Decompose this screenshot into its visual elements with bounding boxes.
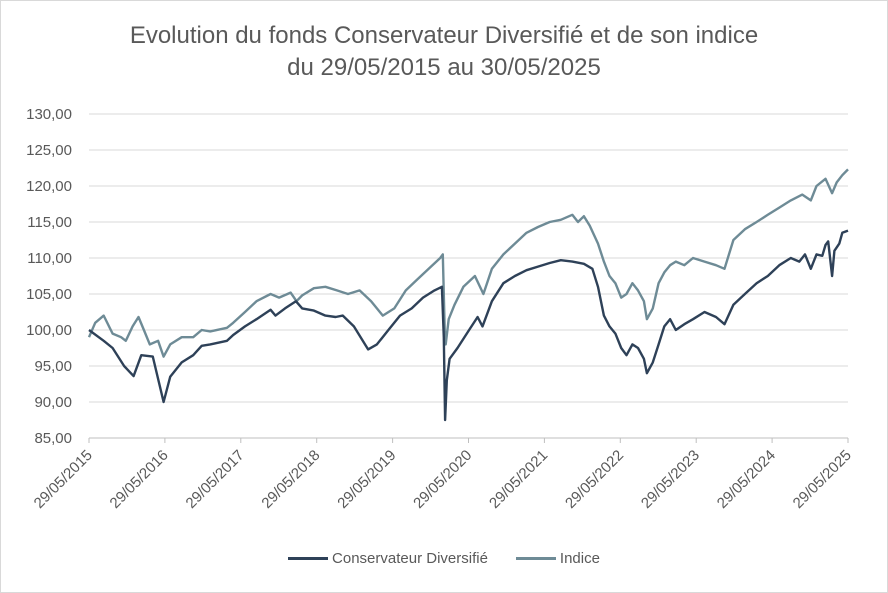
fund-series-line	[88, 229, 849, 422]
legend-item-index: Indice	[515, 550, 600, 567]
y-tick-label: 85,00	[34, 430, 72, 447]
y-tick-label: 105,00	[26, 286, 72, 303]
x-tick-label: 29/05/2019	[334, 447, 399, 512]
index-series-line	[87, 168, 849, 358]
x-tick-label: 29/05/2018	[258, 447, 323, 512]
x-tick-label: 29/05/2021	[486, 447, 551, 512]
legend-item-fund: Conservateur Diversifié	[288, 550, 488, 567]
chart-legend: Conservateur Diversifié Indice	[0, 550, 888, 567]
chart-title: Evolution du fonds Conservateur Diversif…	[0, 20, 888, 84]
chart-title-line-2: du 29/05/2015 au 30/05/2025	[287, 54, 601, 81]
x-tick-label: 29/05/2016	[107, 447, 172, 512]
y-tick-label: 115,00	[27, 214, 72, 231]
x-tick-label: 29/05/2017	[183, 447, 248, 512]
legend-label-index: Indice	[559, 550, 600, 567]
x-tick-label: 29/05/2015	[31, 447, 96, 512]
chart-title-line-1: Evolution du fonds Conservateur Diversif…	[129, 22, 759, 49]
x-tick-label: 29/05/2025	[790, 447, 855, 512]
y-tick-label: 130,00	[26, 106, 72, 123]
y-tick-label: 125,00	[26, 142, 72, 159]
y-tick-label: 90,00	[34, 394, 72, 411]
y-tick-label: 110,00	[27, 250, 72, 267]
x-tick-label: 29/05/2023	[638, 447, 703, 512]
legend-swatch-index	[515, 557, 556, 560]
x-tick-label: 29/05/2022	[562, 447, 627, 512]
y-tick-label: 95,00	[34, 358, 72, 375]
legend-label-fund: Conservateur Diversifié	[332, 550, 488, 567]
legend-swatch-fund	[288, 557, 329, 560]
x-tick-label: 29/05/2020	[410, 447, 475, 512]
x-tick-label: 29/05/2024	[714, 447, 779, 512]
y-tick-label: 120,00	[26, 178, 72, 195]
y-tick-label: 100,00	[26, 322, 72, 339]
